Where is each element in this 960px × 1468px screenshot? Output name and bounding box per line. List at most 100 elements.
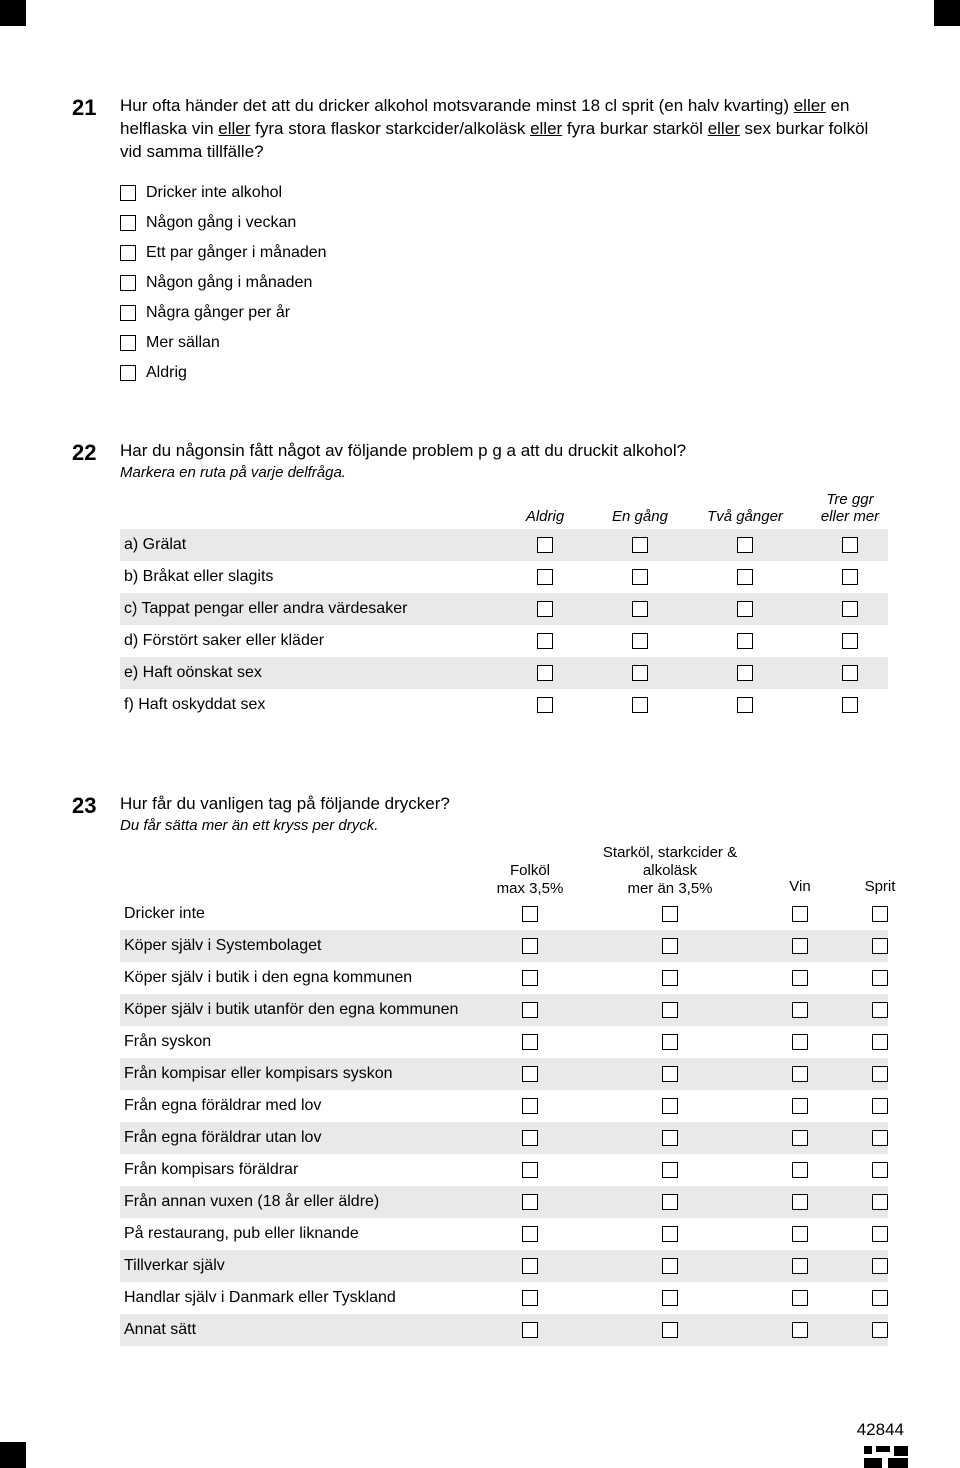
checkbox[interactable]: [872, 1322, 888, 1338]
checkbox[interactable]: [522, 1034, 538, 1050]
checkbox[interactable]: [872, 1002, 888, 1018]
checkbox[interactable]: [737, 537, 753, 553]
checkbox[interactable]: [737, 569, 753, 585]
checkbox[interactable]: [522, 1130, 538, 1146]
option-row: Någon gång i månaden: [120, 274, 888, 292]
checkbox[interactable]: [522, 1226, 538, 1242]
checkbox[interactable]: [522, 1002, 538, 1018]
checkbox[interactable]: [120, 365, 136, 381]
checkbox-cell: [480, 1162, 580, 1178]
checkbox-cell: [580, 1290, 760, 1306]
checkbox-cell: [690, 697, 800, 713]
checkbox[interactable]: [872, 1098, 888, 1114]
checkbox[interactable]: [632, 569, 648, 585]
checkbox[interactable]: [872, 1162, 888, 1178]
checkbox[interactable]: [792, 1130, 808, 1146]
barcode-icon: [864, 1446, 908, 1468]
checkbox[interactable]: [872, 1034, 888, 1050]
checkbox[interactable]: [662, 1130, 678, 1146]
checkbox[interactable]: [522, 1098, 538, 1114]
checkbox[interactable]: [842, 601, 858, 617]
checkbox[interactable]: [872, 1226, 888, 1242]
checkbox[interactable]: [537, 633, 553, 649]
checkbox[interactable]: [662, 1162, 678, 1178]
checkbox[interactable]: [792, 1098, 808, 1114]
checkbox[interactable]: [632, 601, 648, 617]
checkbox[interactable]: [792, 1034, 808, 1050]
checkbox[interactable]: [872, 1258, 888, 1274]
checkbox[interactable]: [872, 906, 888, 922]
checkbox[interactable]: [872, 1194, 888, 1210]
checkbox-cell: [500, 537, 590, 553]
checkbox[interactable]: [537, 697, 553, 713]
checkbox[interactable]: [662, 938, 678, 954]
checkbox[interactable]: [842, 633, 858, 649]
checkbox[interactable]: [120, 245, 136, 261]
checkbox-cell: [760, 1290, 840, 1306]
checkbox[interactable]: [522, 1322, 538, 1338]
checkbox[interactable]: [737, 665, 753, 681]
checkbox[interactable]: [522, 1258, 538, 1274]
checkbox[interactable]: [662, 1322, 678, 1338]
checkbox[interactable]: [522, 1162, 538, 1178]
checkbox[interactable]: [522, 970, 538, 986]
checkbox[interactable]: [522, 938, 538, 954]
checkbox[interactable]: [120, 335, 136, 351]
checkbox[interactable]: [872, 970, 888, 986]
checkbox[interactable]: [662, 1258, 678, 1274]
checkbox[interactable]: [632, 537, 648, 553]
checkbox[interactable]: [662, 970, 678, 986]
checkbox[interactable]: [792, 1290, 808, 1306]
checkbox[interactable]: [872, 1066, 888, 1082]
checkbox[interactable]: [522, 1066, 538, 1082]
checkbox[interactable]: [792, 906, 808, 922]
checkbox[interactable]: [792, 1002, 808, 1018]
checkbox[interactable]: [872, 938, 888, 954]
checkbox[interactable]: [120, 215, 136, 231]
checkbox[interactable]: [632, 697, 648, 713]
grid-rows: Dricker inteKöper själv i SystembolagetK…: [120, 898, 888, 1346]
checkbox[interactable]: [872, 1290, 888, 1306]
checkbox[interactable]: [120, 275, 136, 291]
checkbox[interactable]: [662, 906, 678, 922]
checkbox[interactable]: [737, 633, 753, 649]
checkbox[interactable]: [662, 1226, 678, 1242]
checkbox[interactable]: [120, 305, 136, 321]
checkbox[interactable]: [632, 665, 648, 681]
checkbox[interactable]: [662, 1290, 678, 1306]
checkbox-cell: [690, 569, 800, 585]
checkbox[interactable]: [737, 697, 753, 713]
checkbox[interactable]: [537, 537, 553, 553]
checkbox[interactable]: [522, 1290, 538, 1306]
checkbox[interactable]: [662, 1066, 678, 1082]
checkbox[interactable]: [662, 1002, 678, 1018]
checkbox[interactable]: [522, 906, 538, 922]
checkbox[interactable]: [842, 665, 858, 681]
checkbox[interactable]: [522, 1194, 538, 1210]
checkbox[interactable]: [662, 1098, 678, 1114]
checkbox[interactable]: [792, 1194, 808, 1210]
checkbox[interactable]: [792, 938, 808, 954]
checkbox[interactable]: [792, 1162, 808, 1178]
checkbox[interactable]: [120, 185, 136, 201]
checkbox[interactable]: [537, 601, 553, 617]
checkbox[interactable]: [792, 1322, 808, 1338]
checkbox[interactable]: [792, 970, 808, 986]
checkbox[interactable]: [842, 537, 858, 553]
question-body: Hur får du vanligen tag på följande dryc…: [120, 793, 888, 834]
checkbox[interactable]: [792, 1066, 808, 1082]
checkbox[interactable]: [662, 1034, 678, 1050]
checkbox[interactable]: [662, 1194, 678, 1210]
checkbox[interactable]: [792, 1258, 808, 1274]
checkbox-cell: [580, 1002, 760, 1018]
checkbox[interactable]: [842, 697, 858, 713]
checkbox[interactable]: [872, 1130, 888, 1146]
checkbox[interactable]: [632, 633, 648, 649]
checkbox[interactable]: [792, 1226, 808, 1242]
checkbox-cell: [480, 1258, 580, 1274]
checkbox[interactable]: [842, 569, 858, 585]
row-label: a) Grälat: [120, 536, 500, 554]
checkbox[interactable]: [537, 569, 553, 585]
checkbox[interactable]: [737, 601, 753, 617]
checkbox[interactable]: [537, 665, 553, 681]
